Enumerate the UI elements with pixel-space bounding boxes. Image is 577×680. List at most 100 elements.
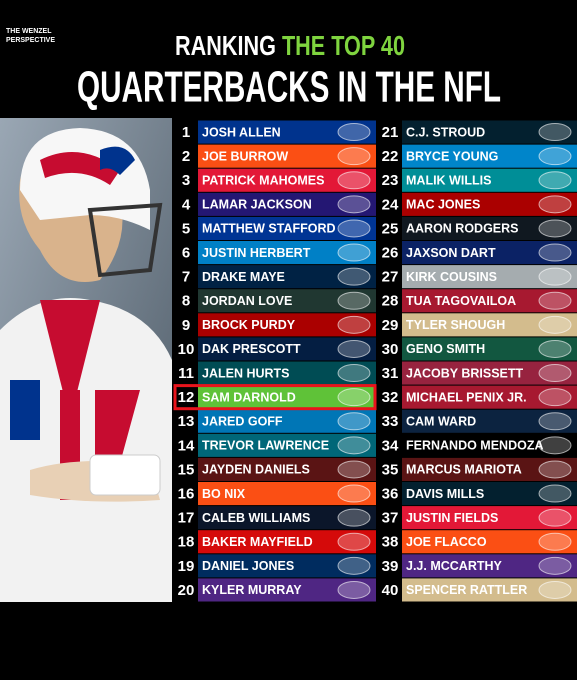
player-name: GENO SMITH <box>406 342 485 356</box>
rank-number: 30 <box>382 341 399 358</box>
rank-cell <box>174 337 197 361</box>
ranking-row: 21 C.J. STROUD <box>378 120 577 144</box>
ranking-row: 4 LAMAR JACKSON <box>174 192 376 216</box>
player-name: MAC JONES <box>406 198 480 212</box>
player-name: DAK PRESCOTT <box>202 342 301 356</box>
rank-cell <box>378 192 401 216</box>
rank-number: 21 <box>382 124 399 141</box>
rank-cell <box>174 313 197 337</box>
ranking-row: 11 JALEN HURTS <box>174 361 376 385</box>
name-cell <box>402 337 577 361</box>
team-logo <box>538 339 572 358</box>
ranking-row: 25 AARON RODGERS <box>378 216 577 240</box>
rank-number: 11 <box>178 365 194 382</box>
name-cell <box>402 433 577 457</box>
ranking-row: 36 DAVIS MILLS <box>378 482 577 506</box>
ranking-row: 37 JUSTIN FIELDS <box>378 506 577 530</box>
rank-cell <box>378 578 401 602</box>
rank-cell <box>174 482 197 506</box>
name-cell <box>402 361 577 385</box>
team-logo <box>538 291 572 310</box>
name-cell <box>402 530 577 554</box>
ranking-row: 14 TREVOR LAWRENCE <box>174 433 376 457</box>
rank-cell <box>378 409 401 433</box>
rank-cell <box>378 216 401 240</box>
player-name: JOSH ALLEN <box>202 125 281 139</box>
rank-number: 25 <box>382 220 399 237</box>
team-logo <box>337 388 371 407</box>
name-cell <box>198 433 376 457</box>
ranking-row: 38 JOE FLACCO <box>378 530 577 554</box>
rank-cell <box>378 361 401 385</box>
rank-cell <box>378 120 401 144</box>
player-name: TYLER SHOUGH <box>406 318 505 332</box>
team-logo <box>337 171 371 190</box>
rank-number: 23 <box>382 172 399 189</box>
team-logo <box>538 580 572 599</box>
rank-cell <box>174 530 197 554</box>
team-logo <box>538 171 572 190</box>
rank-number: 26 <box>382 245 399 262</box>
rank-number: 16 <box>178 486 195 503</box>
team-logo <box>538 364 572 383</box>
ranking-row: 18 BAKER MAYFIELD <box>174 530 376 554</box>
player-name: FERNANDO MENDOZA <box>406 439 544 453</box>
player-name: LAMAR JACKSON <box>202 198 312 212</box>
team-logo <box>538 532 572 551</box>
rank-cell <box>174 265 197 289</box>
rank-number: 14 <box>178 437 195 454</box>
rank-cell <box>378 530 401 554</box>
team-logo <box>337 219 371 238</box>
player-name: JAYDEN DANIELS <box>202 463 310 477</box>
rank-number: 20 <box>178 582 195 599</box>
team-logo <box>337 532 371 551</box>
player-name: AARON RODGERS <box>406 222 519 236</box>
ranking-row: 16 BO NIX <box>174 482 376 506</box>
name-cell <box>402 168 577 192</box>
team-logo <box>538 412 572 431</box>
ranking-row: 40 SPENCER RATTLER <box>378 578 577 602</box>
rank-cell <box>378 457 401 481</box>
team-logo <box>538 123 572 142</box>
rank-cell <box>174 241 197 265</box>
name-cell <box>198 409 376 433</box>
team-logo <box>538 556 572 575</box>
team-logo <box>337 460 371 479</box>
player-photo <box>0 118 172 602</box>
rank-number: 36 <box>382 486 399 503</box>
ranking-row: 26 JAXSON DART <box>378 241 577 265</box>
rank-number: 18 <box>178 534 195 551</box>
rank-number: 33 <box>382 413 399 430</box>
team-logo <box>538 219 572 238</box>
player-name: DRAKE MAYE <box>202 270 285 284</box>
rank-cell <box>174 120 197 144</box>
name-cell <box>198 289 376 313</box>
rank-number: 4 <box>182 196 191 213</box>
rank-cell <box>378 506 401 530</box>
rank-number: 35 <box>382 461 399 478</box>
name-cell <box>402 289 577 313</box>
title-line2: QUARTERBACKS IN THE NFL <box>77 63 501 112</box>
team-logo <box>538 147 572 166</box>
rank-number: 7 <box>182 269 190 286</box>
player-name: C.J. STROUD <box>406 125 485 139</box>
rank-number: 39 <box>382 558 399 575</box>
rank-cell <box>378 433 401 457</box>
rank-cell <box>378 289 401 313</box>
team-logo <box>337 508 371 527</box>
ranking-row: 23 MALIK WILLIS <box>378 168 577 192</box>
name-cell <box>402 120 577 144</box>
player-name: BAKER MAYFIELD <box>202 535 313 549</box>
player-name: PATRICK MAHOMES <box>202 174 324 188</box>
ranking-row: 10 DAK PRESCOTT <box>174 337 376 361</box>
player-name: KYLER MURRAY <box>202 583 302 597</box>
rank-cell <box>174 506 197 530</box>
rank-number: 9 <box>182 317 190 334</box>
player-name: JOE BURROW <box>202 149 288 163</box>
name-cell <box>198 506 376 530</box>
rank-cell <box>378 554 401 578</box>
rank-number: 37 <box>382 510 399 527</box>
rank-number: 5 <box>182 220 190 237</box>
team-logo <box>538 243 572 262</box>
rank-cell <box>378 144 401 168</box>
